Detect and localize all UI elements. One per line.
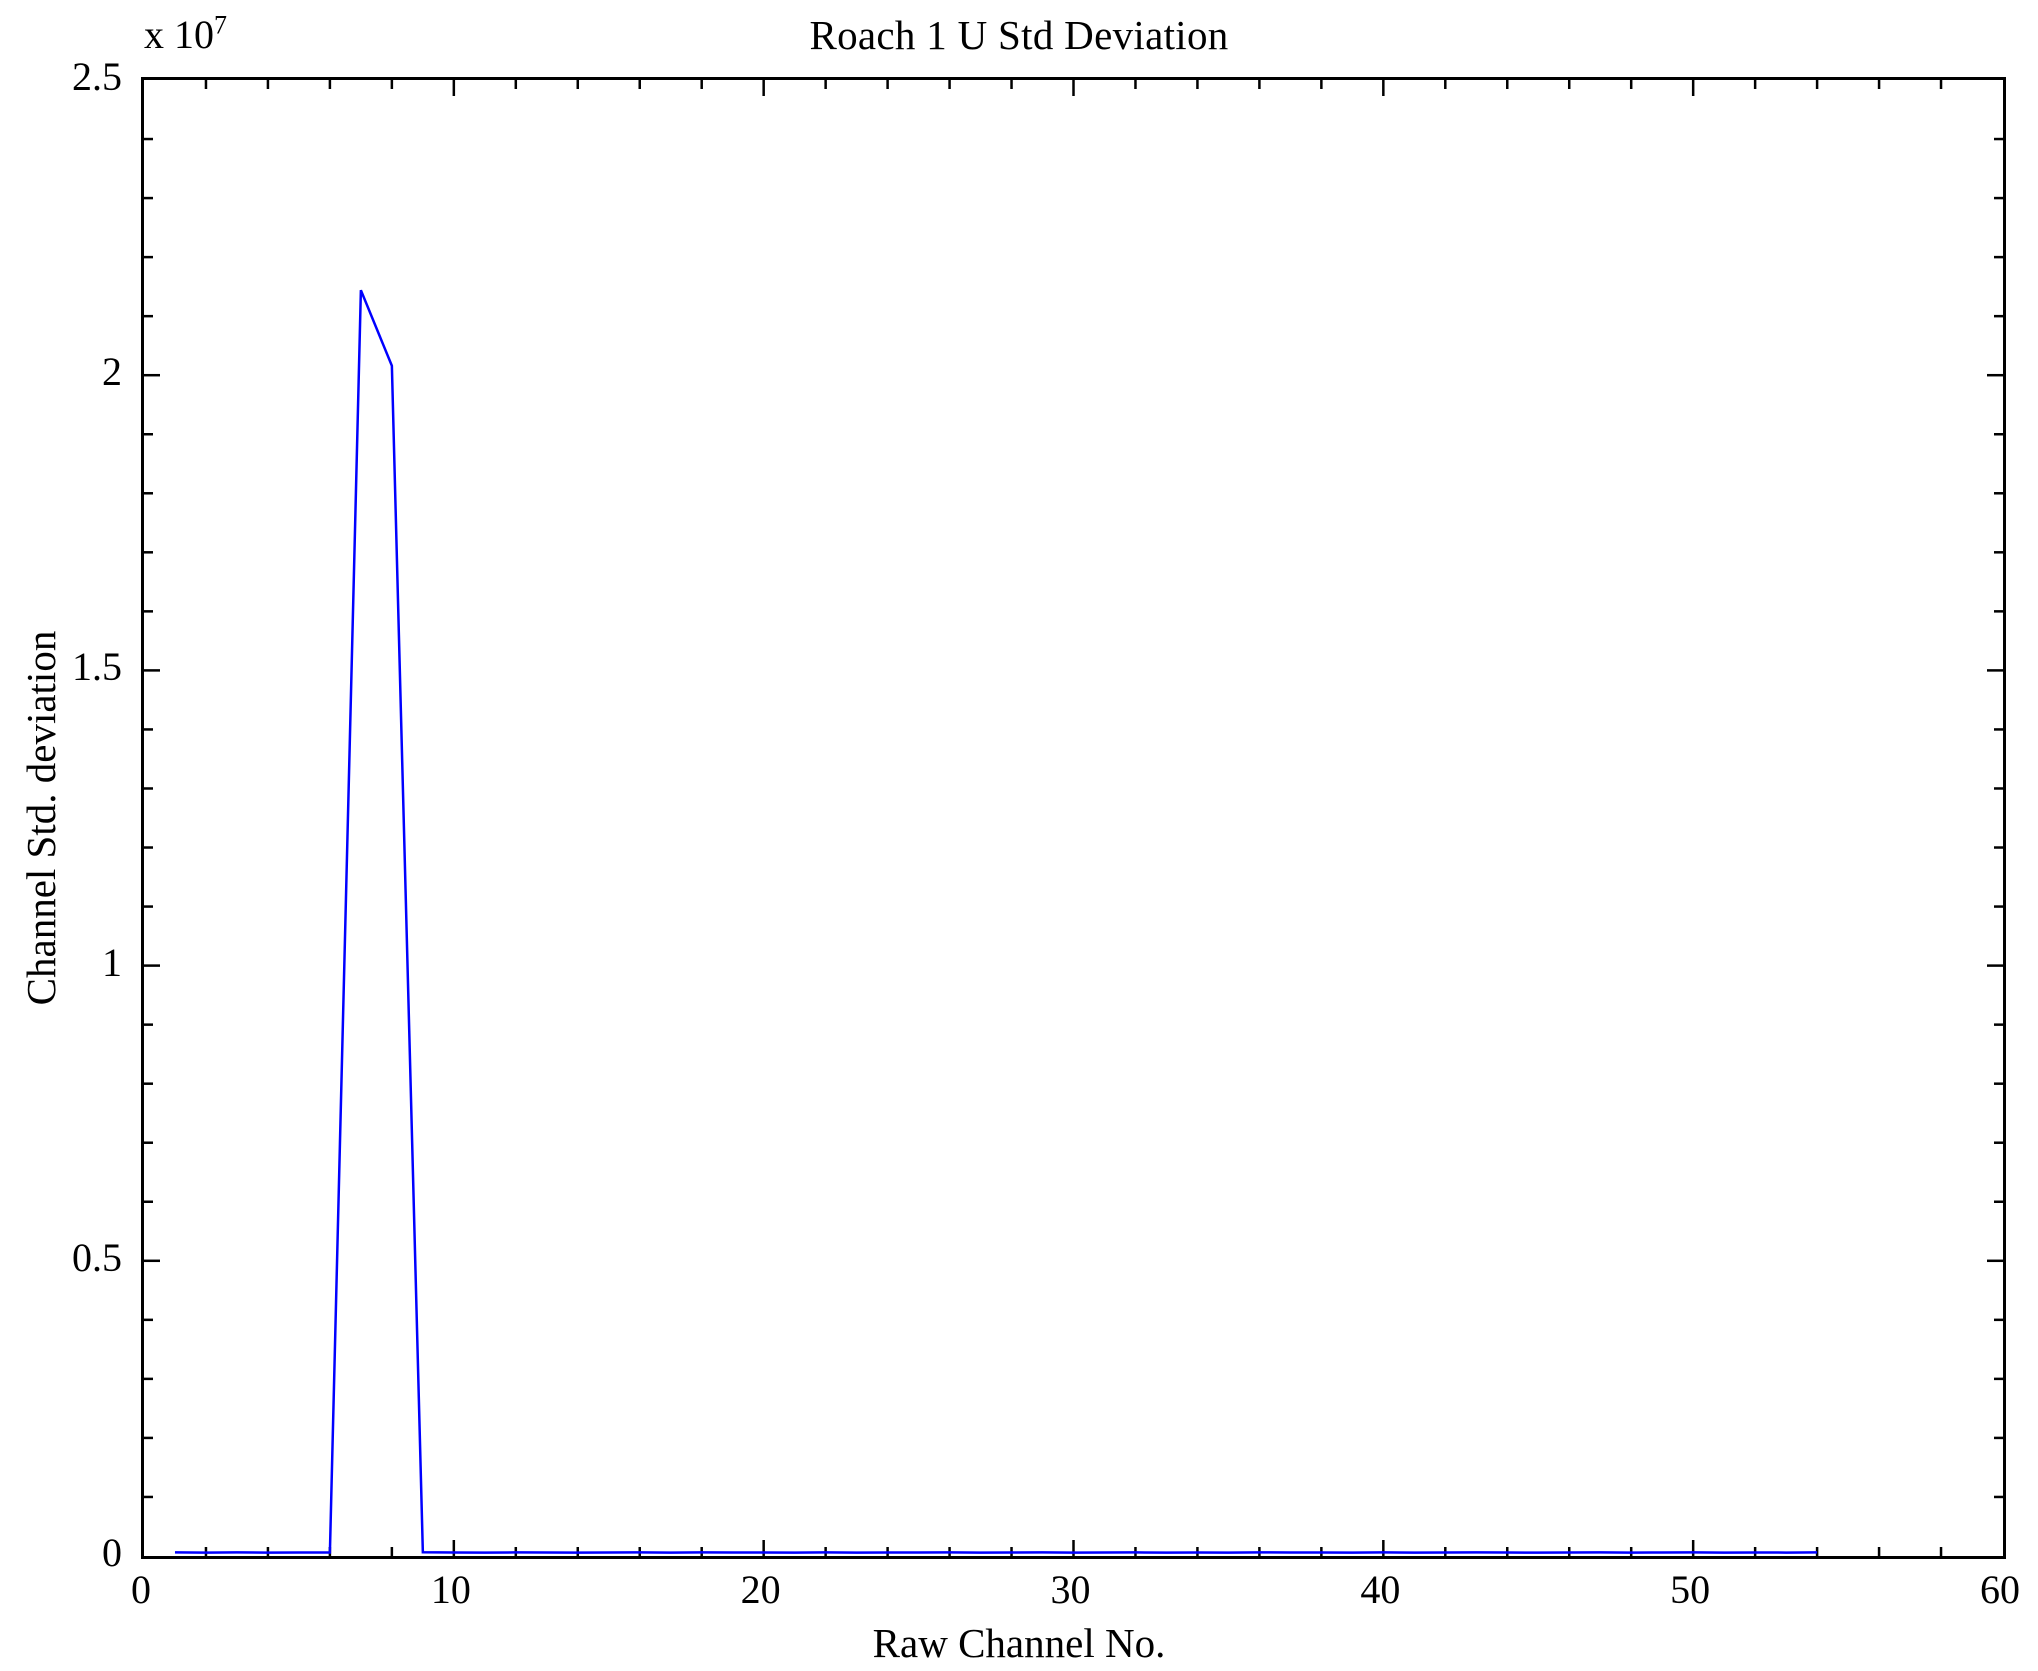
y-axis-tick-labels: 0 0.5 1 1.5 2 2.5 [0,0,122,1671]
y-axis-exponent-label: x 107 [144,10,227,57]
plot-svg [144,80,2003,1556]
x-axis-tick-label: 30 [1050,1567,1091,1612]
y-axis-tick-label: 2 [102,349,122,395]
y-axis-tick-label: 0.5 [72,1234,122,1280]
x-axis-tick-label: 60 [1980,1567,2020,1612]
y-axis-exponent-power: 7 [214,10,227,40]
x-axis-title: Raw Channel No. [872,1620,1166,1666]
y-axis-exponent-base: x 10 [144,12,214,57]
axis-ticks [144,80,2003,1556]
y-axis-title: Channel Std. deviation [18,630,64,1006]
x-axis-tick-label: 0 [131,1567,151,1612]
data-series-line [174,289,1818,1554]
page-title: Roach 1 U Std Deviation [809,12,1229,58]
x-axis-tick-label: 40 [1360,1567,1401,1612]
x-axis-tick-labels: 0 10 20 30 40 50 60 [0,1568,2038,1628]
y-axis-tick-label: 0 [102,1530,122,1575]
x-axis-tick-label: 10 [430,1567,471,1612]
y-axis-tick-label: 1 [102,939,122,985]
x-axis-tick-label: 20 [740,1567,781,1612]
y-axis-tick-label: 1.5 [72,644,122,690]
y-axis-tick-label: 2.5 [72,54,122,99]
x-axis-tick-label: 50 [1670,1567,1711,1612]
plot-area [141,77,2006,1559]
